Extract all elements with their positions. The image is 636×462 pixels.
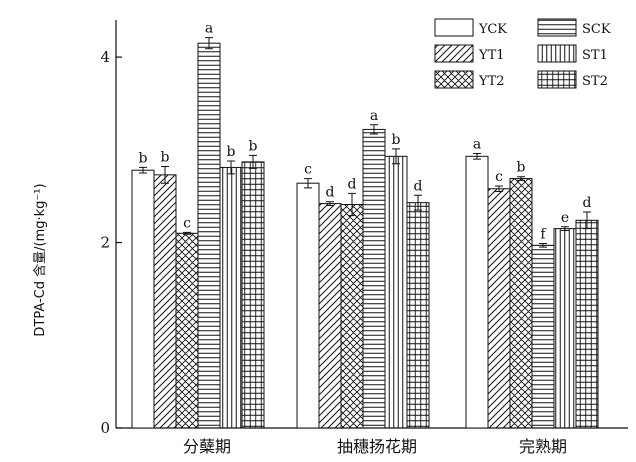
bar-sck-2: [531, 244, 555, 429]
significance-letter: b: [139, 150, 148, 166]
significance-letter: c: [304, 162, 312, 178]
error-bar: [304, 178, 312, 189]
significance-letter: b: [161, 150, 170, 166]
y-axis-label: DTPA-Cd 含量/(mg·kg⁻¹): [32, 183, 48, 336]
error-bar: [348, 192, 356, 217]
legend-swatch-yck: [434, 18, 474, 37]
error-bar: [539, 242, 547, 248]
bar-yck-1: [296, 182, 320, 429]
error-bar: [183, 231, 191, 235]
significance-letter: a: [473, 137, 481, 153]
error-bar: [249, 154, 257, 169]
y-tick-label: 4: [100, 48, 110, 66]
legend-swatch-st1: [537, 44, 577, 63]
legend: YCK YT1 YT2 SCK ST1 ST2: [434, 18, 611, 89]
error-bar: [161, 166, 169, 184]
significance-letter: b: [517, 160, 526, 176]
bar-st1-0: [219, 166, 243, 429]
legend-label-sck: SCK: [582, 22, 611, 37]
error-bar: [392, 148, 400, 165]
y-tick-label: 2: [100, 234, 110, 252]
bar-yt1-1: [318, 203, 342, 429]
error-bar: [495, 185, 503, 193]
error-bar: [227, 160, 235, 175]
legend-swatch-sck: [537, 18, 577, 37]
error-bar: [561, 226, 569, 231]
bar-st1-2: [553, 228, 577, 429]
error-bar: [370, 124, 378, 135]
bar-yt2-0: [175, 232, 199, 429]
error-bar: [414, 194, 422, 211]
significance-letter: c: [495, 169, 503, 185]
bar-st1-1: [384, 155, 408, 429]
error-bar: [326, 201, 334, 206]
error-bar: [205, 37, 213, 50]
legend-label-st1: ST1: [582, 48, 608, 63]
x-tick-label: 抽穗扬花期: [337, 437, 417, 456]
significance-letter: f: [540, 226, 547, 242]
bar-yt1-2: [487, 188, 511, 429]
significance-letter: b: [249, 138, 258, 154]
error-bar: [583, 211, 591, 230]
y-ticks: 0 2 4: [100, 48, 122, 437]
bar-yck-0: [131, 169, 155, 429]
y-tick-label: 0: [100, 419, 110, 437]
x-tick-labels: 分蘖期 抽穗扬花期 完熟期: [183, 437, 567, 456]
error-bar: [473, 153, 481, 160]
significance-letter: b: [392, 132, 401, 148]
significance-letter: d: [348, 176, 357, 192]
error-bar: [517, 176, 525, 181]
bar-st2-0: [241, 161, 265, 429]
bar-yt2-2: [509, 178, 533, 429]
legend-swatch-yt1: [434, 44, 474, 63]
legend-label-yt2: YT2: [478, 74, 505, 89]
bar-yt1-0: [153, 174, 177, 429]
bar-st2-2: [575, 219, 599, 429]
bar-yck-2: [465, 155, 489, 429]
legend-swatch-st2: [537, 70, 577, 89]
bar-sck-1: [362, 128, 386, 429]
error-bar: [139, 166, 147, 174]
legend-label-st2: ST2: [582, 74, 608, 89]
legend-label-yt1: YT1: [478, 48, 505, 63]
significance-letter: c: [183, 215, 191, 231]
significance-letter: a: [370, 108, 378, 124]
significance-letter: a: [205, 21, 213, 37]
significance-letter: b: [227, 144, 236, 160]
x-tick-label: 分蘖期: [183, 437, 231, 456]
bar-yt2-1: [340, 204, 364, 429]
significance-letter: e: [561, 210, 569, 226]
x-tick-label: 完熟期: [519, 437, 567, 456]
bar-st2-1: [406, 202, 430, 429]
significance-letter: d: [414, 178, 423, 194]
significance-letter: d: [326, 185, 335, 201]
legend-label-yck: YCK: [478, 22, 507, 37]
legend-swatch-yt2: [434, 70, 474, 89]
significance-letter: d: [583, 195, 592, 211]
bar-sck-0: [197, 42, 221, 429]
